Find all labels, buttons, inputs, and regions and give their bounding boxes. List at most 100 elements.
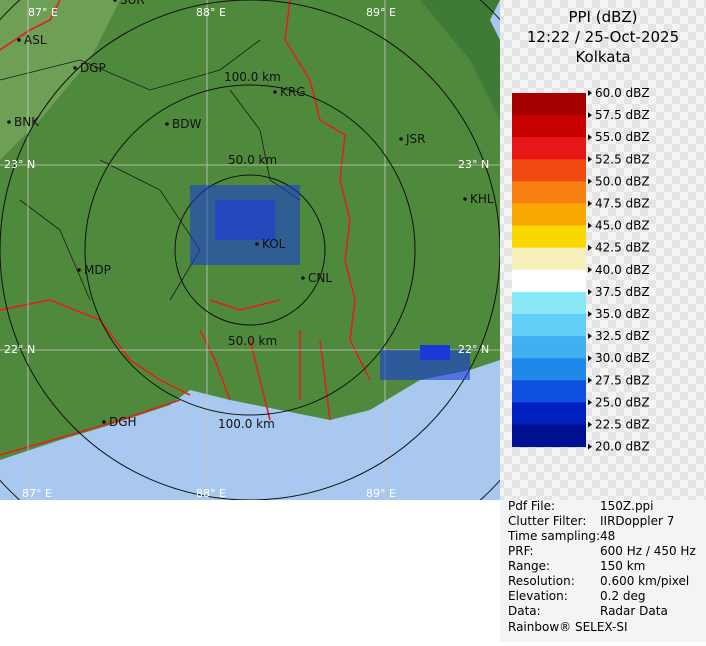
city-dot bbox=[165, 122, 169, 126]
city-dot bbox=[7, 120, 11, 124]
range-label: 50.0 km bbox=[228, 334, 277, 348]
city-dot bbox=[102, 420, 106, 424]
legend-tick bbox=[588, 200, 592, 207]
legend-tick bbox=[588, 90, 592, 96]
city-label: JSR bbox=[405, 132, 426, 146]
legend-label: 47.5 dBZ bbox=[595, 197, 650, 211]
time: 12:22 / 25-Oct-2025 bbox=[527, 28, 679, 46]
legend-label: 55.0 dBZ bbox=[595, 130, 650, 144]
longitude-label: 88° E bbox=[196, 487, 226, 500]
city-label: SUR bbox=[120, 0, 145, 7]
city-label: KRG bbox=[280, 85, 306, 99]
city-label: BNK bbox=[14, 115, 40, 129]
info-value: Radar Data bbox=[600, 604, 668, 618]
legend-swatch bbox=[512, 181, 586, 204]
info-key: Elevation: bbox=[508, 589, 568, 603]
info-key: Resolution: bbox=[508, 574, 575, 588]
cities: SUR ASL DGP BNK BDW KRG JSR KHL MDP DGH CNL KOL bbox=[7, 0, 494, 429]
longitude-label: 88° E bbox=[196, 6, 226, 19]
city-label: BDW bbox=[172, 117, 201, 131]
legend-swatch bbox=[512, 159, 586, 182]
legend-label: 37.5 dBZ bbox=[595, 285, 650, 299]
legend-tick bbox=[588, 333, 592, 340]
legend-label: 25.0 dBZ bbox=[595, 395, 650, 409]
legend-label: 35.0 dBZ bbox=[595, 307, 650, 321]
station: Kolkata bbox=[575, 48, 630, 66]
legend-tick bbox=[588, 134, 592, 141]
city-label: ASL bbox=[24, 33, 47, 47]
legend-tick bbox=[588, 443, 592, 450]
info-key: Pdf File: bbox=[508, 499, 555, 513]
legend-swatch bbox=[512, 247, 586, 271]
legend-tick bbox=[588, 222, 592, 229]
city-dot bbox=[113, 0, 117, 2]
city-label: KOL bbox=[262, 237, 286, 251]
legend-swatch bbox=[512, 93, 586, 116]
legend-swatch bbox=[512, 203, 586, 227]
city-label: MDP bbox=[84, 263, 111, 277]
legend-label: 50.0 dBZ bbox=[595, 174, 650, 188]
latitude-label: 23° N bbox=[458, 158, 489, 171]
legend-tick bbox=[588, 288, 592, 295]
legend-label: 27.5 dBZ bbox=[595, 373, 650, 387]
legend-label: 42.5 dBZ bbox=[595, 241, 650, 255]
info-value: IIRDoppler 7 bbox=[600, 514, 674, 528]
map: 87° E 88° E 89° E 87° E 88° E 89° E 23° … bbox=[0, 0, 500, 500]
legend-label: 32.5 dBZ bbox=[595, 329, 650, 343]
legend-label: 20.0 dBZ bbox=[595, 440, 650, 454]
legend-tick bbox=[588, 244, 592, 251]
info: Pdf File: 150Z.ppi Clutter Filter: IIRDoppl… bbox=[507, 499, 696, 618]
legend-label: 45.0 dBZ bbox=[595, 219, 650, 233]
longitude-label: 87° E bbox=[22, 487, 52, 500]
legend-swatch bbox=[512, 380, 586, 403]
city-dot bbox=[77, 268, 81, 272]
legend-tick bbox=[588, 311, 592, 317]
legend-label: 40.0 dBZ bbox=[595, 263, 650, 277]
legend-tick bbox=[588, 399, 592, 406]
info-value: 150 km bbox=[600, 559, 645, 573]
info-key: PRF: bbox=[508, 544, 534, 558]
info-value: 0.2 deg bbox=[600, 589, 646, 603]
latitude-label: 22° N bbox=[458, 343, 489, 356]
city-dot bbox=[273, 90, 277, 94]
legend-label: 52.5 dBZ bbox=[595, 152, 650, 166]
info-value: 0.600 km/pixel bbox=[600, 574, 689, 588]
legend-tick bbox=[588, 112, 592, 119]
legend-label: 22.5 dBZ bbox=[595, 418, 650, 432]
legend-swatch bbox=[512, 314, 586, 337]
legend-swatch bbox=[512, 336, 586, 359]
info-value: 48 bbox=[600, 529, 615, 543]
title: PPI (dBZ) bbox=[568, 8, 637, 26]
info-key: Range: bbox=[508, 559, 550, 573]
range-label: 100.0 km bbox=[224, 70, 281, 84]
latitude-label: 22° N bbox=[4, 343, 35, 356]
legend-label: 30.0 dBZ bbox=[595, 351, 650, 365]
city-label: DGP bbox=[80, 61, 106, 75]
city-dot bbox=[73, 66, 77, 70]
range-label: 50.0 km bbox=[228, 153, 277, 167]
city-dot bbox=[399, 137, 403, 141]
city-label: DGH bbox=[109, 415, 137, 429]
legend-swatch bbox=[512, 402, 586, 425]
range-label: 100.0 km bbox=[218, 417, 275, 431]
city-dot bbox=[301, 276, 305, 280]
legend-tick bbox=[588, 355, 592, 362]
longitude-label: 89° E bbox=[366, 487, 396, 500]
legend-tick bbox=[588, 156, 592, 163]
legend-swatch bbox=[512, 225, 586, 249]
city-label: CNL bbox=[308, 271, 332, 285]
city-dot bbox=[17, 38, 21, 42]
city-dot bbox=[255, 242, 259, 246]
legend-tick bbox=[588, 266, 592, 273]
info-value: 150Z.ppi bbox=[600, 499, 654, 513]
city-dot bbox=[463, 197, 467, 201]
legend-tick bbox=[588, 377, 592, 384]
longitude-label: 89° E bbox=[366, 6, 396, 19]
info-key: Clutter Filter: bbox=[508, 514, 586, 528]
legend-tick bbox=[588, 421, 592, 428]
latitude-label: 23° N bbox=[4, 158, 35, 171]
info-value: 600 Hz / 450 Hz bbox=[600, 544, 696, 558]
legend-swatch bbox=[512, 115, 586, 138]
legend-label: 57.5 dBZ bbox=[595, 108, 650, 122]
